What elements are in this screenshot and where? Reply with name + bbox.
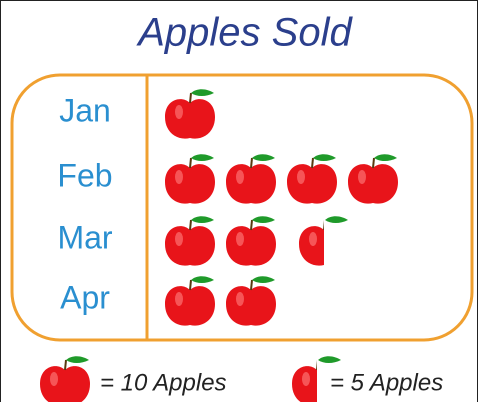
apple-body	[226, 226, 276, 266]
apple-row	[165, 89, 215, 139]
apple-leaf	[191, 216, 214, 223]
plot-border	[10, 73, 474, 342]
apple-leaf	[191, 154, 214, 161]
apple-shine	[236, 232, 244, 246]
apple-shine	[302, 372, 310, 386]
apple-shine	[358, 170, 366, 184]
apple-row	[165, 216, 324, 266]
apple-body	[165, 164, 215, 204]
apple	[165, 89, 215, 139]
category-label: Apr	[60, 279, 110, 315]
apple-stem	[189, 92, 192, 104]
apple-stem	[189, 219, 192, 231]
apple-body	[287, 164, 337, 204]
apple	[226, 276, 276, 326]
apple-leaf	[191, 89, 214, 96]
chart-title: Apples Sold	[136, 11, 353, 55]
apple-stem	[250, 157, 253, 169]
apple-body	[226, 286, 276, 326]
apple-shine	[175, 292, 183, 306]
apple-body	[165, 286, 215, 326]
apple-body	[165, 226, 215, 266]
category-label: Feb	[57, 157, 112, 193]
apple-stem	[323, 219, 324, 230]
apple-leaf	[191, 276, 214, 283]
apple-shine	[175, 232, 183, 246]
apple-stem	[250, 219, 253, 231]
apple-shine	[309, 232, 317, 246]
key-label: = 10 Apples	[100, 369, 227, 396]
apple	[165, 276, 215, 326]
apple-stem	[311, 157, 314, 169]
apple	[165, 216, 215, 266]
apple-stem	[250, 279, 253, 291]
apple-shine	[175, 105, 183, 119]
half-apple	[299, 219, 324, 266]
apple-stem	[64, 359, 67, 371]
apple-row	[165, 154, 398, 204]
apple-leaf	[252, 216, 275, 223]
apple-body	[226, 164, 276, 204]
apple-body	[299, 226, 324, 266]
apple-stem	[189, 279, 192, 291]
apple-stem	[372, 157, 375, 169]
half-apple	[292, 359, 317, 402]
apple-shine	[297, 170, 305, 184]
apple	[348, 154, 398, 204]
apple-row	[165, 276, 276, 326]
apple-leaf	[374, 154, 397, 161]
apple-body	[348, 164, 398, 204]
key-label: = 5 Apples	[330, 369, 443, 396]
apple-leaf	[318, 356, 341, 363]
category-label: Mar	[57, 219, 112, 255]
apple	[226, 216, 276, 266]
apple-stem	[189, 157, 192, 169]
apple-body	[40, 366, 90, 402]
key-icon	[40, 356, 90, 402]
apple-shine	[50, 372, 58, 386]
apple-leaf	[252, 154, 275, 161]
key-icon	[292, 359, 317, 402]
apple-shine	[175, 170, 183, 184]
apple	[40, 356, 90, 402]
apple-leaf	[252, 276, 275, 283]
apple	[287, 154, 337, 204]
apple-leaf	[325, 216, 348, 223]
category-label: Jan	[59, 92, 111, 128]
apple-stem	[316, 359, 317, 370]
apple-body	[165, 99, 215, 139]
apple-leaf	[313, 154, 336, 161]
apple	[226, 154, 276, 204]
apple-leaf	[66, 356, 89, 363]
apple	[165, 154, 215, 204]
apple-shine	[236, 170, 244, 184]
apple-shine	[236, 292, 244, 306]
